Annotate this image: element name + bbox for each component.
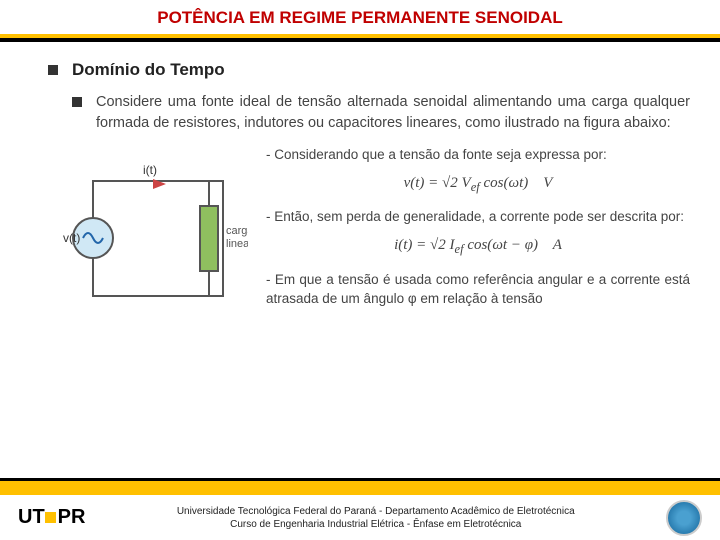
intro-row: Considere uma fonte ideal de tensão alte… <box>72 92 690 134</box>
slide-header: POTÊNCIA EM REGIME PERMANENTE SENOIDAL <box>0 0 720 34</box>
i-label: i(t) <box>143 163 157 177</box>
footer-content: UT PR Universidade Tecnológica Federal do… <box>0 495 720 540</box>
load-label-2: linear <box>226 238 248 250</box>
footer-text: Universidade Tecnológica Federal do Para… <box>85 505 666 531</box>
slide-footer: UT PR Universidade Tecnológica Federal do… <box>0 478 720 540</box>
section-heading: Domínio do Tempo <box>72 60 225 80</box>
section-heading-row: Domínio do Tempo <box>48 60 690 80</box>
footer-line-1: Universidade Tecnológica Federal do Para… <box>85 505 666 518</box>
v-label: v(t) <box>63 231 80 245</box>
circuit-diagram: v(t) i(t) carga linear <box>58 146 248 341</box>
slide-content: Domínio do Tempo Considere uma fonte ide… <box>0 42 720 341</box>
para-3: - Em que a tensão é usada como referênci… <box>266 271 690 309</box>
slide-title: POTÊNCIA EM REGIME PERMANENTE SENOIDAL <box>157 8 563 27</box>
logo-pr: PR <box>58 506 86 529</box>
bullet-icon <box>72 97 82 107</box>
footer-divider-yellow <box>0 481 720 495</box>
bullet-icon <box>48 65 58 75</box>
utfpr-logo: UT PR <box>18 506 85 529</box>
equation-2: i(t) = √2 Ief cos(ωt − φ) A <box>266 235 690 259</box>
para-2: - Então, sem perda de generalidade, a co… <box>266 208 690 227</box>
load-label-1: carga <box>226 225 248 237</box>
para-1: - Considerando que a tensão da fonte sej… <box>266 146 690 165</box>
department-seal-icon <box>666 500 702 536</box>
logo-block-icon <box>45 512 56 523</box>
logo-ut: UT <box>18 506 45 529</box>
equation-1: v(t) = √2 Vef cos(ωt) V <box>266 173 690 197</box>
diagram-row: v(t) i(t) carga linear - Considerando qu… <box>58 146 690 341</box>
intro-text: Considere uma fonte ideal de tensão alte… <box>96 92 690 134</box>
footer-line-2: Curso de Engenharia Industrial Elétrica … <box>85 518 666 531</box>
equations-column: - Considerando que a tensão da fonte sej… <box>266 146 690 341</box>
